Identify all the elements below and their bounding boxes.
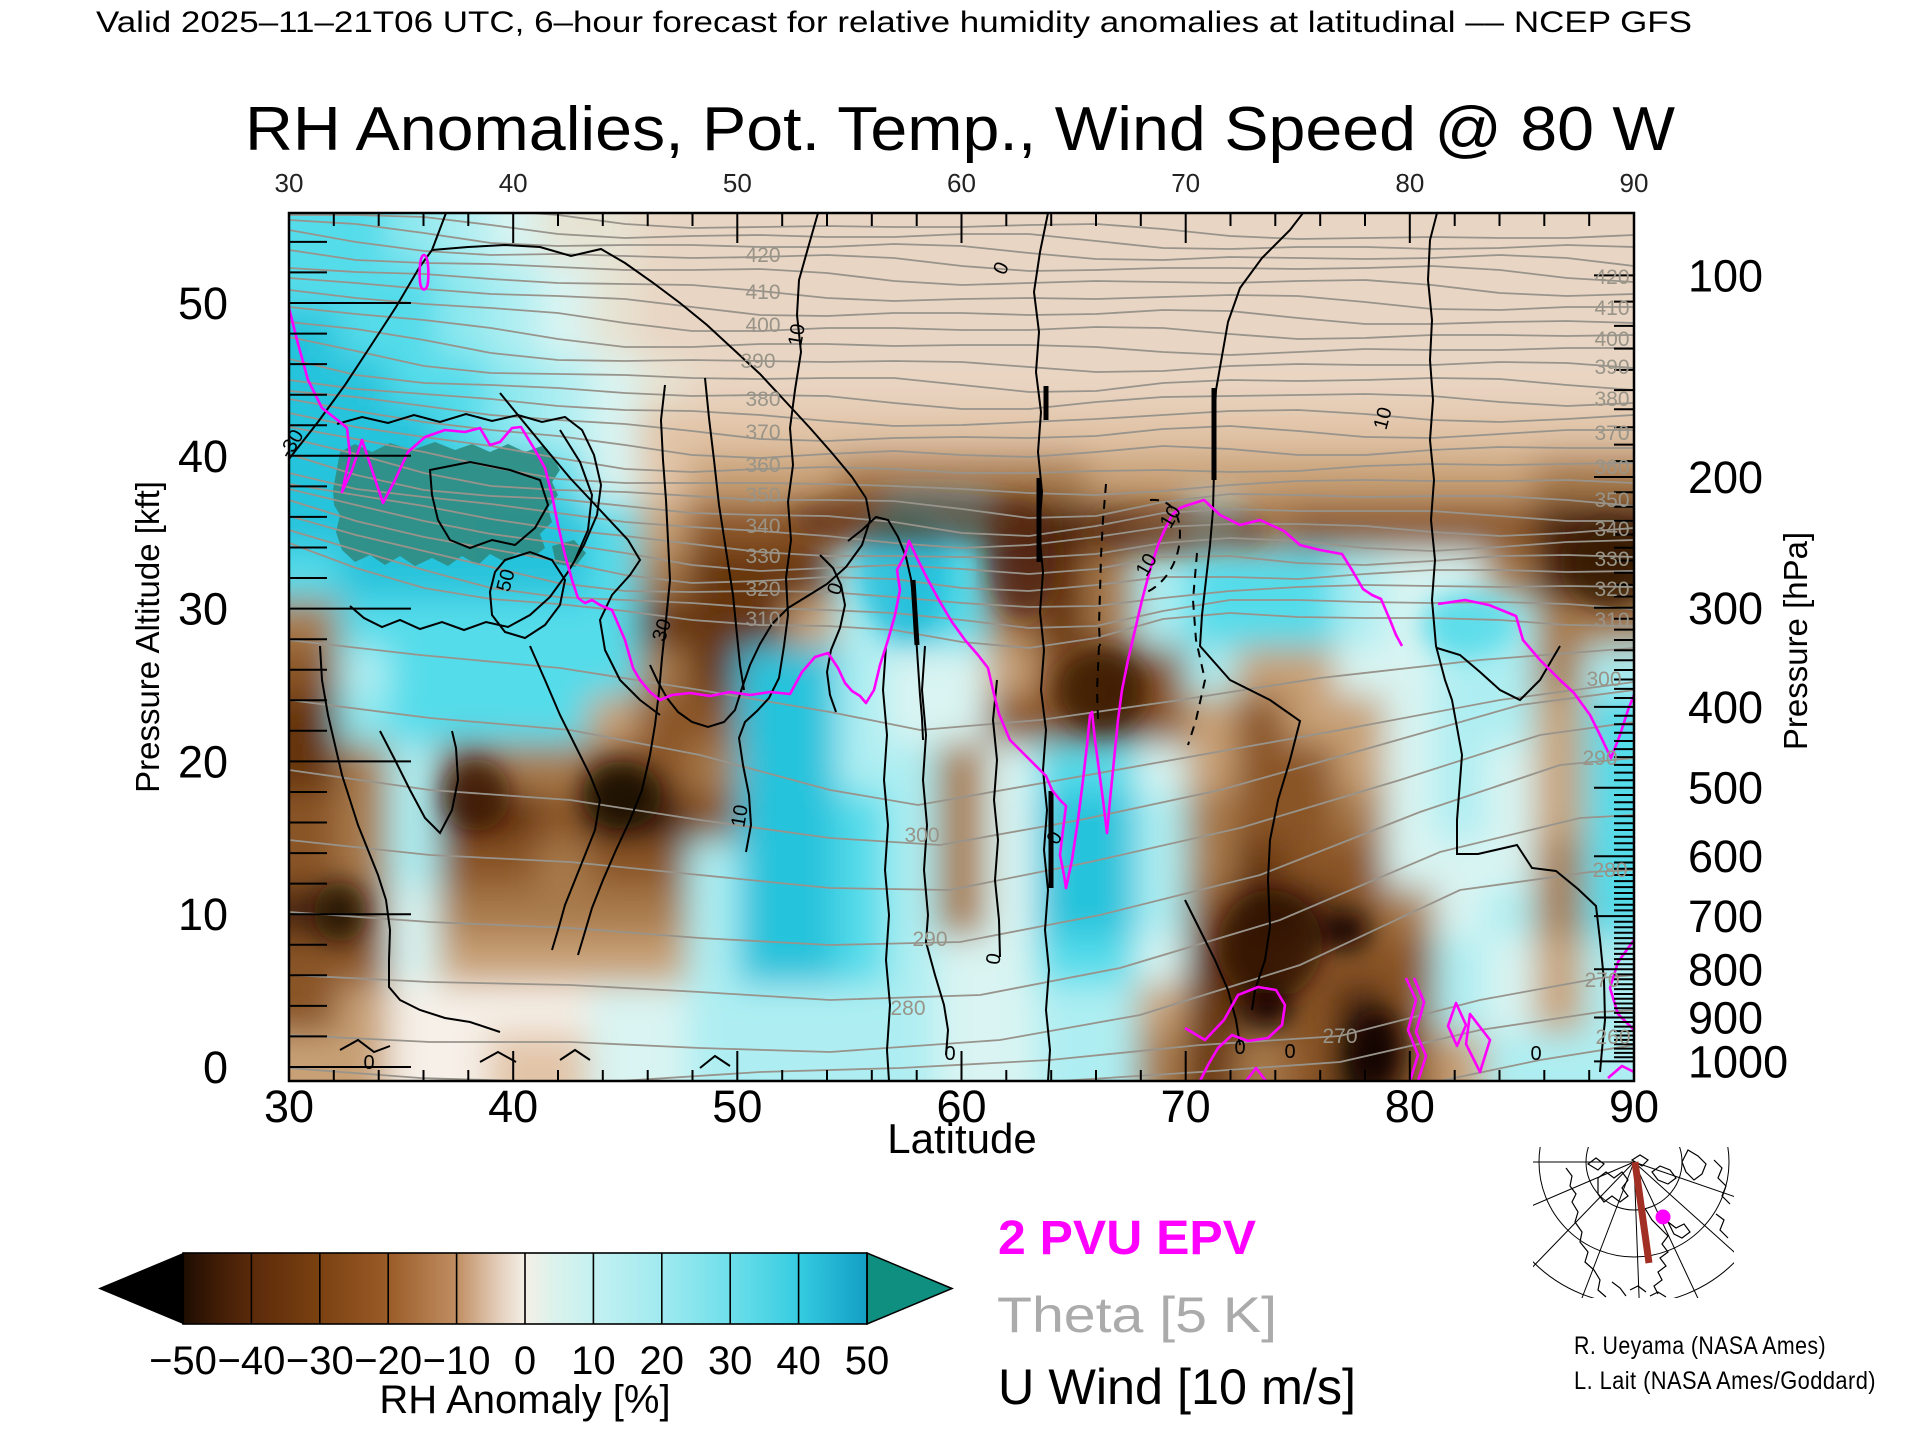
svg-text:70: 70 [1171, 168, 1200, 198]
svg-text:50: 50 [178, 278, 228, 329]
svg-text:320: 320 [1594, 578, 1629, 601]
svg-text:290: 290 [912, 928, 947, 951]
svg-text:420: 420 [745, 244, 780, 267]
svg-text:U Wind [10 m/s]: U Wind [10 m/s] [998, 1359, 1356, 1415]
svg-text:50: 50 [723, 168, 752, 198]
svg-text:30: 30 [178, 584, 228, 635]
svg-text:30: 30 [264, 1081, 314, 1132]
svg-text:390: 390 [1594, 356, 1629, 379]
svg-text:700: 700 [1688, 891, 1763, 942]
svg-text:270: 270 [1584, 969, 1619, 992]
svg-text:0: 0 [363, 1052, 374, 1074]
svg-text:40: 40 [776, 1339, 821, 1383]
svg-text:−20: −20 [354, 1339, 422, 1383]
svg-text:300: 300 [1688, 583, 1763, 634]
svg-text:600: 600 [1688, 831, 1763, 882]
svg-text:340: 340 [1594, 518, 1629, 541]
svg-text:370: 370 [745, 421, 780, 444]
svg-text:290: 290 [1582, 747, 1617, 770]
svg-text:900: 900 [1688, 992, 1763, 1043]
svg-text:70: 70 [1161, 1081, 1211, 1132]
svg-text:RH Anomalies, Pot. Temp., Wind: RH Anomalies, Pot. Temp., Wind Speed @ 8… [245, 95, 1676, 164]
svg-text:10: 10 [727, 803, 753, 829]
svg-text:Pressure [hPa]: Pressure [hPa] [1777, 532, 1814, 750]
svg-text:310: 310 [745, 608, 780, 631]
svg-text:1000: 1000 [1688, 1036, 1788, 1087]
svg-text:420: 420 [1594, 266, 1629, 289]
svg-text:10: 10 [784, 322, 810, 348]
svg-text:0: 0 [1284, 1041, 1295, 1063]
svg-text:RH Anomaly [%]: RH Anomaly [%] [379, 1378, 670, 1422]
svg-text:30: 30 [275, 168, 304, 198]
svg-text:280: 280 [1592, 859, 1627, 882]
svg-text:20: 20 [640, 1339, 685, 1383]
svg-text:80: 80 [1395, 168, 1424, 198]
svg-text:0: 0 [514, 1339, 536, 1383]
svg-text:330: 330 [745, 545, 780, 568]
svg-text:300: 300 [904, 824, 939, 847]
svg-text:50: 50 [712, 1081, 762, 1132]
svg-text:410: 410 [1594, 297, 1629, 320]
svg-text:370: 370 [1594, 422, 1629, 445]
svg-text:200: 200 [1688, 452, 1763, 503]
svg-text:60: 60 [936, 1081, 986, 1132]
svg-text:10: 10 [178, 889, 228, 940]
svg-text:Valid 2025–11–21T06 UTC, 6–hou: Valid 2025–11–21T06 UTC, 6–hour forecast… [96, 6, 1692, 39]
svg-text:90: 90 [1620, 168, 1649, 198]
svg-text:800: 800 [1688, 944, 1763, 995]
svg-text:−40: −40 [217, 1339, 285, 1383]
svg-text:80: 80 [1385, 1081, 1435, 1132]
svg-text:390: 390 [740, 350, 775, 373]
svg-text:500: 500 [1688, 763, 1763, 814]
svg-text:330: 330 [1594, 548, 1629, 571]
svg-text:50: 50 [845, 1339, 890, 1383]
svg-text:0: 0 [1234, 1037, 1245, 1059]
svg-text:0: 0 [944, 1043, 955, 1065]
svg-text:320: 320 [745, 578, 780, 601]
svg-text:2 PVU EPV: 2 PVU EPV [998, 1212, 1256, 1265]
svg-text:30: 30 [708, 1339, 753, 1383]
svg-text:0: 0 [1530, 1043, 1541, 1065]
svg-text:Latitude: Latitude [887, 1115, 1036, 1162]
svg-text:400: 400 [1688, 682, 1763, 733]
svg-text:20: 20 [178, 736, 228, 787]
svg-text:360: 360 [745, 454, 780, 477]
svg-text:Pressure Altitude [kft]: Pressure Altitude [kft] [129, 481, 166, 793]
svg-text:−10: −10 [423, 1339, 491, 1383]
svg-text:60: 60 [947, 168, 976, 198]
svg-text:410: 410 [745, 281, 780, 304]
svg-text:280: 280 [890, 997, 925, 1020]
svg-text:380: 380 [745, 388, 780, 411]
svg-text:400: 400 [745, 314, 780, 337]
svg-text:40: 40 [488, 1081, 538, 1132]
svg-text:260: 260 [1595, 1026, 1630, 1049]
svg-text:0: 0 [982, 952, 1006, 967]
svg-text:10: 10 [571, 1339, 616, 1383]
svg-text:350: 350 [1594, 489, 1629, 512]
svg-text:−50: −50 [149, 1339, 217, 1383]
svg-text:90: 90 [1609, 1081, 1659, 1132]
svg-text:40: 40 [178, 431, 228, 482]
svg-text:40: 40 [499, 168, 528, 198]
svg-text:360: 360 [1594, 456, 1629, 479]
svg-text:400: 400 [1594, 328, 1629, 351]
svg-text:−30: −30 [286, 1339, 354, 1383]
svg-text:R. Ueyama (NASA Ames): R. Ueyama (NASA Ames) [1574, 1332, 1826, 1360]
svg-text:300: 300 [1586, 668, 1621, 691]
svg-text:L. Lait (NASA Ames/Goddard): L. Lait (NASA Ames/Goddard) [1574, 1367, 1876, 1395]
svg-text:100: 100 [1688, 250, 1763, 301]
svg-text:350: 350 [745, 484, 780, 507]
svg-text:380: 380 [1594, 388, 1629, 411]
svg-text:0: 0 [203, 1042, 228, 1093]
svg-text:270: 270 [1322, 1025, 1357, 1048]
svg-text:340: 340 [745, 515, 780, 538]
svg-text:310: 310 [1594, 609, 1629, 632]
svg-text:Theta [5 K]: Theta [5 K] [997, 1287, 1277, 1343]
